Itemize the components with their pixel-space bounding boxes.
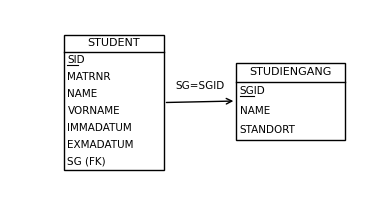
Text: STANDORT: STANDORT xyxy=(240,125,296,135)
Bar xyxy=(64,35,164,170)
Text: STUDIENGANG: STUDIENGANG xyxy=(249,67,332,77)
Text: EXMADATUM: EXMADATUM xyxy=(67,140,134,150)
Text: NAME: NAME xyxy=(240,106,270,116)
Text: NAME: NAME xyxy=(67,89,98,99)
Text: SID: SID xyxy=(67,55,85,65)
Text: SGID: SGID xyxy=(240,86,266,96)
Bar xyxy=(236,62,345,140)
Text: SG=SGID: SG=SGID xyxy=(175,81,225,91)
Text: IMMADATUM: IMMADATUM xyxy=(67,123,132,133)
Text: MATRNR: MATRNR xyxy=(67,72,111,82)
Text: STUDENT: STUDENT xyxy=(87,38,140,48)
Text: SG (FK): SG (FK) xyxy=(67,157,106,167)
Text: VORNAME: VORNAME xyxy=(67,106,120,116)
